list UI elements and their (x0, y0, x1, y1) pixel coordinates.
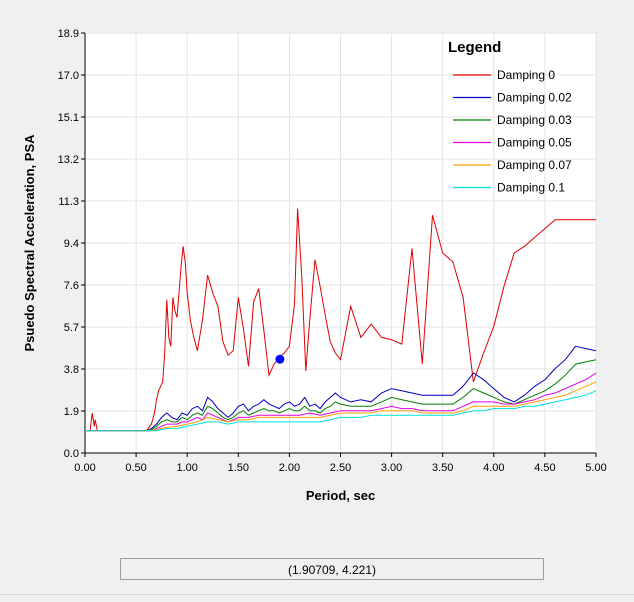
y-tick-label: 5.7 (64, 322, 79, 334)
x-axis-title: Period, sec (306, 488, 375, 503)
legend-label-4: Damping 0.07 (497, 158, 572, 172)
x-tick-label: 3.00 (381, 462, 402, 474)
series-line-4 (85, 381, 597, 432)
y-tick-label: 9.4 (64, 238, 79, 250)
legend-label-2: Damping 0.03 (497, 113, 572, 127)
y-tick-label: 1.9 (64, 406, 79, 418)
bottom-divider (0, 594, 634, 595)
series-line-0 (85, 208, 596, 432)
legend-title: Legend (448, 39, 501, 56)
y-tick-label: 17.0 (58, 70, 79, 82)
y-tick-label: 18.9 (58, 28, 79, 40)
x-tick-label: 4.00 (483, 462, 504, 474)
x-tick-label: 5.00 (585, 462, 606, 474)
coordinate-readout-text: (1.90709, 4.221) (287, 563, 377, 577)
series-line-5 (85, 390, 597, 432)
series-line-1 (85, 345, 597, 432)
y-axis-title: Psuedo Spectral Acceleration, PSA (22, 134, 37, 352)
x-tick-label: 0.50 (125, 462, 146, 474)
series-line-2 (85, 359, 597, 432)
x-tick-label: 1.00 (176, 462, 197, 474)
coordinate-readout: (1.90709, 4.221) (120, 558, 544, 580)
legend-label-5: Damping 0.1 (497, 181, 565, 195)
y-tick-label: 15.1 (58, 112, 79, 124)
y-tick-label: 7.6 (64, 280, 79, 292)
y-tick-label: 11.3 (58, 196, 79, 208)
legend-label-1: Damping 0.02 (497, 91, 572, 105)
x-tick-label: 2.50 (330, 462, 351, 474)
chart-area[interactable]: 0.0 1.9 3.8 5.7 7.6 9.4 11.3 13.2 15.1 17.0 18.9 0.… (0, 0, 634, 520)
x-tick-label: 4.50 (534, 462, 555, 474)
y-tick-label: 13.2 (58, 154, 79, 166)
cursor-marker[interactable] (275, 354, 285, 364)
x-tick-label: 0.00 (74, 462, 95, 474)
y-tick-label: 0.0 (64, 448, 79, 460)
x-tick-label: 2.00 (279, 462, 300, 474)
legend-label-3: Damping 0.05 (497, 136, 572, 150)
psa-chart[interactable]: 0.0 1.9 3.8 5.7 7.6 9.4 11.3 13.2 15.1 17.0 18.9 0.… (0, 0, 634, 520)
x-tick-label: 1.50 (228, 462, 249, 474)
x-tick-label: 3.50 (432, 462, 453, 474)
series-line-3 (85, 372, 597, 432)
y-tick-label: 3.8 (64, 364, 79, 376)
legend-label-0: Damping 0 (497, 68, 555, 82)
